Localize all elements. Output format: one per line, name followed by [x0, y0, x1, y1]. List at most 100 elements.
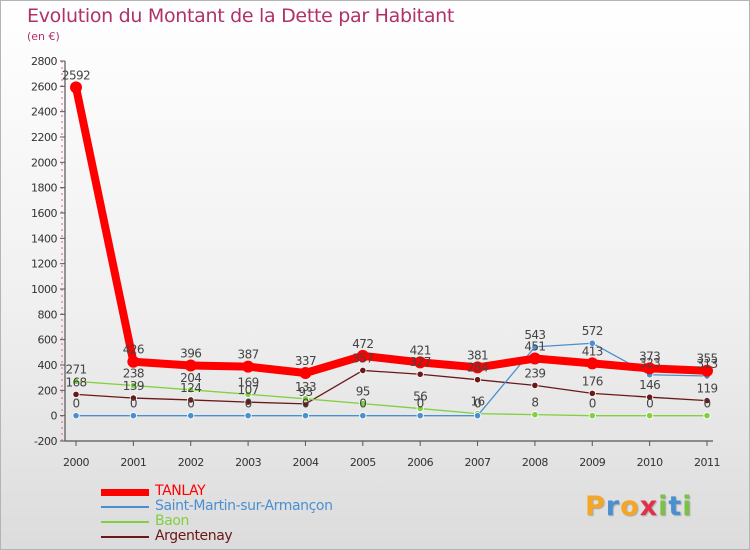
line-chart: -200020040060080010001200140016001800200… — [31, 55, 721, 469]
chart-title: Evolution du Montant de la Dette par Hab… — [27, 5, 455, 27]
x-tick-label: 2008 — [522, 456, 548, 469]
data-label: 284 — [467, 361, 488, 375]
x-tick-label: 2011 — [694, 456, 720, 469]
data-label: 271 — [65, 362, 86, 376]
data-point — [588, 389, 596, 397]
logo-letter: i — [658, 491, 669, 522]
data-label: 373 — [639, 349, 660, 363]
data-label: 176 — [582, 374, 603, 388]
data-point — [299, 366, 312, 379]
data-point — [129, 394, 137, 402]
y-tick-label: 1200 — [31, 258, 57, 271]
legend-item-saint-martin[interactable]: Saint-Martin-sur-Armançon — [101, 498, 421, 515]
data-point — [187, 412, 195, 420]
data-label: 451 — [524, 340, 545, 354]
x-tick-label: 2007 — [465, 456, 491, 469]
data-point — [359, 366, 367, 375]
legend-swatch-tanlay — [101, 489, 149, 496]
legend-item-tanlay[interactable]: TANLAY — [101, 483, 421, 500]
data-point — [129, 412, 137, 420]
data-point — [184, 359, 197, 372]
data-point — [127, 355, 140, 368]
data-label: 0 — [187, 397, 194, 411]
data-label: 355 — [696, 352, 717, 366]
data-point — [187, 386, 195, 394]
legend-item-argentenay[interactable]: Argentenay — [101, 528, 421, 545]
y-tick-label: 200 — [38, 384, 58, 397]
data-point — [244, 412, 252, 420]
data-label: 0 — [474, 397, 481, 411]
legend-label-argentenay: Argentenay — [155, 528, 233, 544]
data-label: 572 — [582, 324, 603, 338]
data-point — [359, 400, 367, 408]
logo-letter: r — [605, 491, 621, 522]
legend-item-baon[interactable]: Baon — [101, 513, 421, 530]
x-tick-label: 2006 — [407, 456, 433, 469]
data-point — [588, 339, 596, 347]
data-point — [301, 395, 310, 403]
data-label: 0 — [245, 397, 252, 411]
data-point — [414, 356, 427, 369]
data-point — [531, 381, 539, 389]
data-label: 396 — [180, 347, 201, 361]
legend: TANLAY Saint-Martin-sur-Armançon Baon Ar… — [101, 483, 421, 545]
data-point — [473, 376, 482, 384]
data-point — [646, 412, 654, 420]
proxiti-logo[interactable]: Proxiti — [585, 491, 693, 522]
series-line-0 — [72, 83, 711, 377]
data-point — [356, 349, 369, 362]
series-line-2 — [75, 380, 708, 417]
data-point — [129, 381, 137, 390]
data-label: 0 — [417, 397, 424, 411]
data-label: 238 — [123, 367, 144, 381]
x-tick-label: 2010 — [637, 456, 663, 469]
y-tick-label: 800 — [38, 308, 58, 321]
logo-letter: i — [682, 491, 693, 522]
data-label: 381 — [467, 348, 488, 362]
y-tick-label: 2800 — [31, 55, 57, 68]
data-label: 357 — [352, 351, 373, 365]
data-point — [586, 357, 599, 370]
x-tick-label: 2009 — [579, 456, 605, 469]
data-label: 0 — [72, 397, 79, 411]
y-tick-label: -200 — [34, 435, 57, 448]
data-label: 204 — [180, 371, 201, 385]
data-label: 139 — [123, 379, 144, 393]
data-point — [72, 412, 80, 420]
legend-label-tanlay: TANLAY — [155, 483, 206, 499]
data-point — [70, 81, 82, 94]
y-tick-label: 2600 — [31, 80, 57, 93]
data-label: 0 — [130, 397, 137, 411]
data-point — [473, 412, 482, 420]
data-label: 8 — [531, 396, 538, 410]
data-label: 169 — [238, 375, 259, 389]
y-tick-label: 2000 — [31, 156, 57, 169]
data-label: 0 — [589, 397, 596, 411]
data-point — [72, 377, 80, 385]
data-point — [703, 412, 711, 420]
data-label: 387 — [238, 348, 259, 362]
data-point — [301, 412, 310, 420]
data-label: 0 — [359, 397, 366, 411]
logo-letter: x — [639, 491, 659, 522]
x-tick-label: 2004 — [292, 456, 318, 469]
y-tick-label: 2200 — [31, 131, 57, 144]
data-label: 239 — [524, 366, 545, 380]
data-label: 472 — [352, 337, 373, 351]
data-point — [244, 390, 252, 398]
x-tick-label: 2005 — [350, 456, 376, 469]
data-point — [242, 360, 255, 373]
y-tick-label: 1000 — [31, 283, 57, 296]
y-tick-label: 0 — [51, 410, 58, 423]
y-tick-label: 400 — [38, 359, 58, 372]
y-tick-label: 2400 — [31, 106, 57, 119]
data-label: 323 — [639, 356, 660, 370]
legend-swatch-baon — [101, 521, 149, 523]
data-point — [701, 364, 713, 377]
x-tick-label: 2003 — [235, 456, 261, 469]
data-point — [244, 398, 252, 406]
data-label: 93 — [298, 385, 312, 399]
y-tick-label: 1800 — [31, 182, 57, 195]
data-label: 133 — [295, 380, 316, 394]
